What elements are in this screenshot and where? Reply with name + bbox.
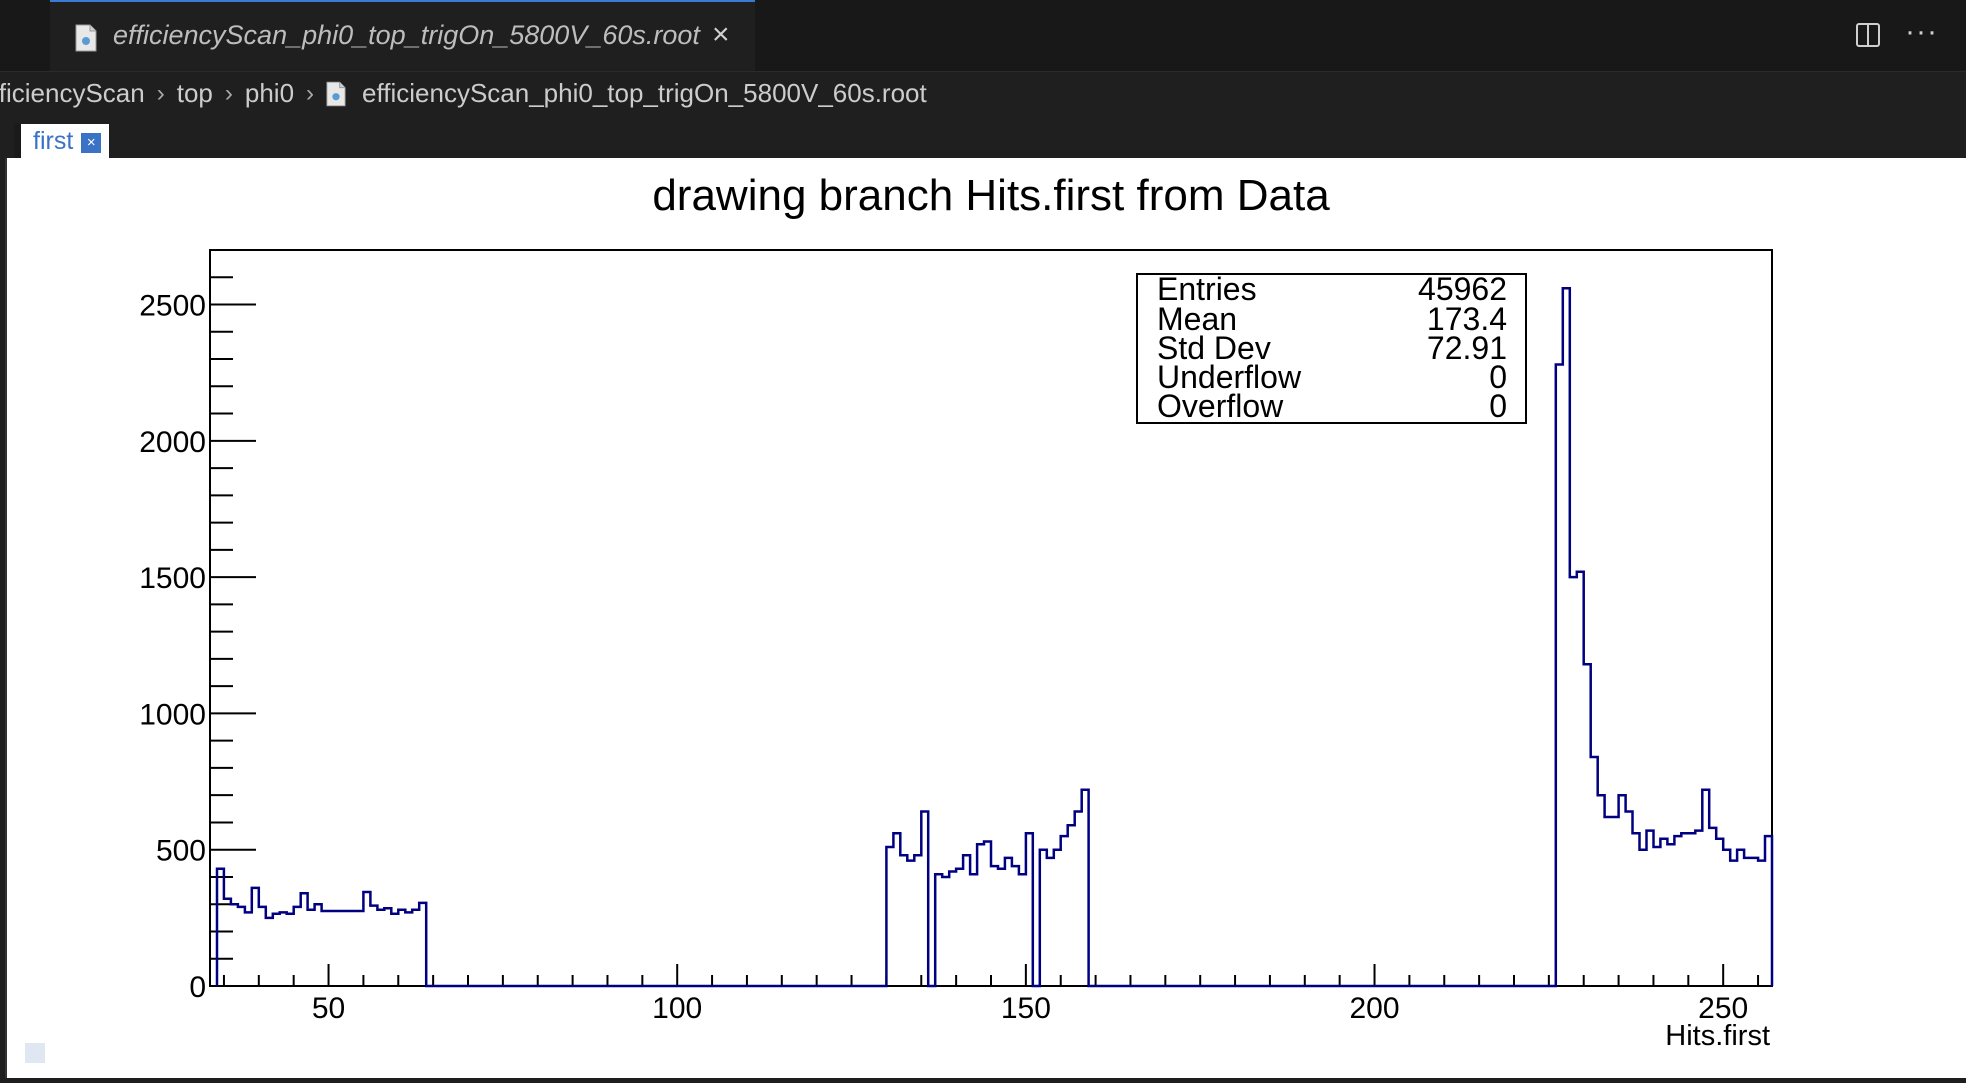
y-axis: 0 500 1000 1500 2000 2500 xyxy=(139,249,256,1004)
y-tick-label: 0 xyxy=(189,971,206,1004)
stats-value-mean: 173.4 xyxy=(1427,301,1507,337)
histogram-svg[interactable]: drawing branch Hits.first from Data 0500… xyxy=(5,158,1966,1078)
close-icon[interactable]: × xyxy=(81,133,102,153)
y-tick-label: 1000 xyxy=(139,698,206,731)
canvas-left-border xyxy=(5,158,7,1078)
more-actions-icon[interactable]: ··· xyxy=(1905,15,1938,48)
file-icon xyxy=(75,24,97,52)
x-tick-label: 150 xyxy=(1001,992,1051,1025)
chart-title: drawing branch Hits.first from Data xyxy=(652,171,1330,220)
breadcrumb-item[interactable]: top xyxy=(176,78,213,108)
canvas-tab-strip: first × xyxy=(0,118,1966,158)
y-tick-label: 1500 xyxy=(139,562,206,595)
canvas-tab-first[interactable]: first × xyxy=(14,124,110,158)
stats-value-stddev: 72.91 xyxy=(1427,330,1507,366)
breadcrumb: fficiencyScan › top › phi0 › efficiencyS… xyxy=(0,72,1966,118)
x-tick-label: 250 xyxy=(1698,992,1748,1025)
file-icon xyxy=(326,81,346,106)
chevron-right-icon: › xyxy=(224,79,233,107)
breadcrumb-item[interactable]: phi0 xyxy=(244,78,295,108)
close-icon[interactable]: × xyxy=(712,18,730,51)
x-axis-label: Hits.first xyxy=(1665,1020,1770,1052)
chevron-right-icon: › xyxy=(306,79,315,107)
x-axis: 50 100 150 200 250 xyxy=(222,964,1760,1025)
editor-tab[interactable]: efficiencyScan_phi0_top_trigOn_5800V_60s… xyxy=(50,0,755,71)
stats-value-entries: 45962 xyxy=(1418,271,1507,307)
tab-title: efficiencyScan_phi0_top_trigOn_5800V_60s… xyxy=(113,20,700,50)
x-tick-label: 50 xyxy=(312,992,345,1025)
stats-value-underflow: 0 xyxy=(1489,359,1507,395)
chevron-right-icon: › xyxy=(156,79,165,107)
stats-value-overflow: 0 xyxy=(1489,388,1507,424)
plot-frame xyxy=(209,249,1773,987)
editor-tab-bar: efficiencyScan_phi0_top_trigOn_5800V_60s… xyxy=(0,0,1966,72)
stats-label-overflow: Overflow xyxy=(1157,388,1284,424)
canvas-tab-label: first xyxy=(33,126,74,155)
x-tick-label: 200 xyxy=(1349,992,1399,1025)
y-tick-label: 2500 xyxy=(139,290,206,323)
x-tick-label: 100 xyxy=(652,992,702,1025)
stats-label-stddev: Std Dev xyxy=(1157,330,1271,366)
histogram-series xyxy=(215,286,1774,988)
root-canvas[interactable]: drawing branch Hits.first from Data 0 500… xyxy=(5,158,1966,1078)
selection-marker xyxy=(25,1043,45,1063)
stats-label-underflow: Underflow xyxy=(1157,359,1302,395)
stats-box[interactable]: Entries 45962 Mean 173.4 Std Dev 72.91 U… xyxy=(1136,271,1527,424)
stats-label-mean: Mean xyxy=(1157,301,1237,337)
stats-label-entries: Entries xyxy=(1157,271,1257,307)
breadcrumb-item[interactable]: fficiencyScan xyxy=(0,78,145,108)
split-editor-icon[interactable] xyxy=(1855,22,1881,48)
y-tick-label: 2000 xyxy=(139,426,206,459)
y-tick-label: 500 xyxy=(156,835,206,868)
breadcrumb-item[interactable]: efficiencyScan_phi0_top_trigOn_5800V_60s… xyxy=(362,78,927,108)
